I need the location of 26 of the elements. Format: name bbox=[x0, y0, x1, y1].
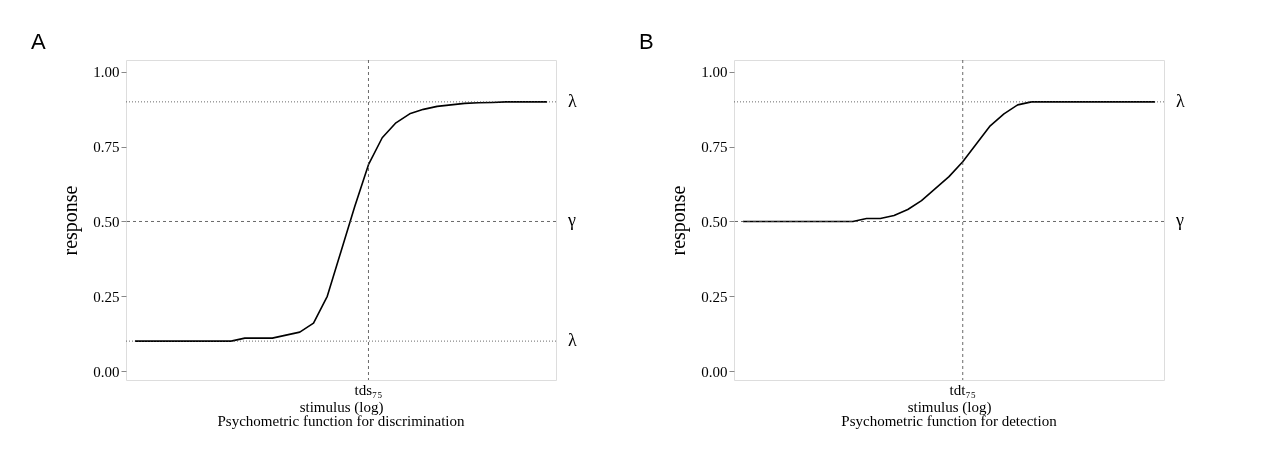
x-axis-title: stimulus (log) bbox=[907, 398, 992, 416]
text: Psychometric function for detection bbox=[841, 413, 1058, 429]
text: A bbox=[31, 29, 46, 54]
y-tick-label: 1.00 bbox=[93, 64, 120, 81]
x-tick-label: tds₇₅ bbox=[354, 381, 383, 398]
y-tick-label: 0.25 bbox=[93, 288, 120, 305]
line-series bbox=[134, 101, 548, 342]
y-tick-label: 0.00 bbox=[93, 363, 120, 380]
y-tick-label: 0.75 bbox=[93, 139, 120, 156]
ref-line-label: γ bbox=[567, 210, 576, 231]
ref-line-label: λ bbox=[1176, 90, 1185, 111]
y-axis-title: response bbox=[667, 185, 691, 256]
y-tick-label: 0.50 bbox=[93, 214, 120, 230]
y-tick-label: 0.25 bbox=[701, 288, 728, 305]
line-series bbox=[742, 101, 1156, 223]
ref-line-label: γ bbox=[1175, 210, 1184, 231]
x-tick-label: tdt₇₅ bbox=[949, 381, 976, 398]
y-axis-title: response bbox=[59, 185, 83, 256]
y-tick-label: 0.00 bbox=[701, 363, 728, 380]
y-tick-label: 0.75 bbox=[701, 139, 728, 156]
text: B bbox=[639, 29, 654, 54]
ref-line-label: λ bbox=[568, 90, 577, 111]
x-axis-title: stimulus (log) bbox=[299, 398, 384, 416]
y-tick-label: 1.00 bbox=[701, 64, 728, 81]
y-tick-label: 0.50 bbox=[701, 214, 728, 230]
ref-line-label: λ bbox=[568, 330, 577, 351]
